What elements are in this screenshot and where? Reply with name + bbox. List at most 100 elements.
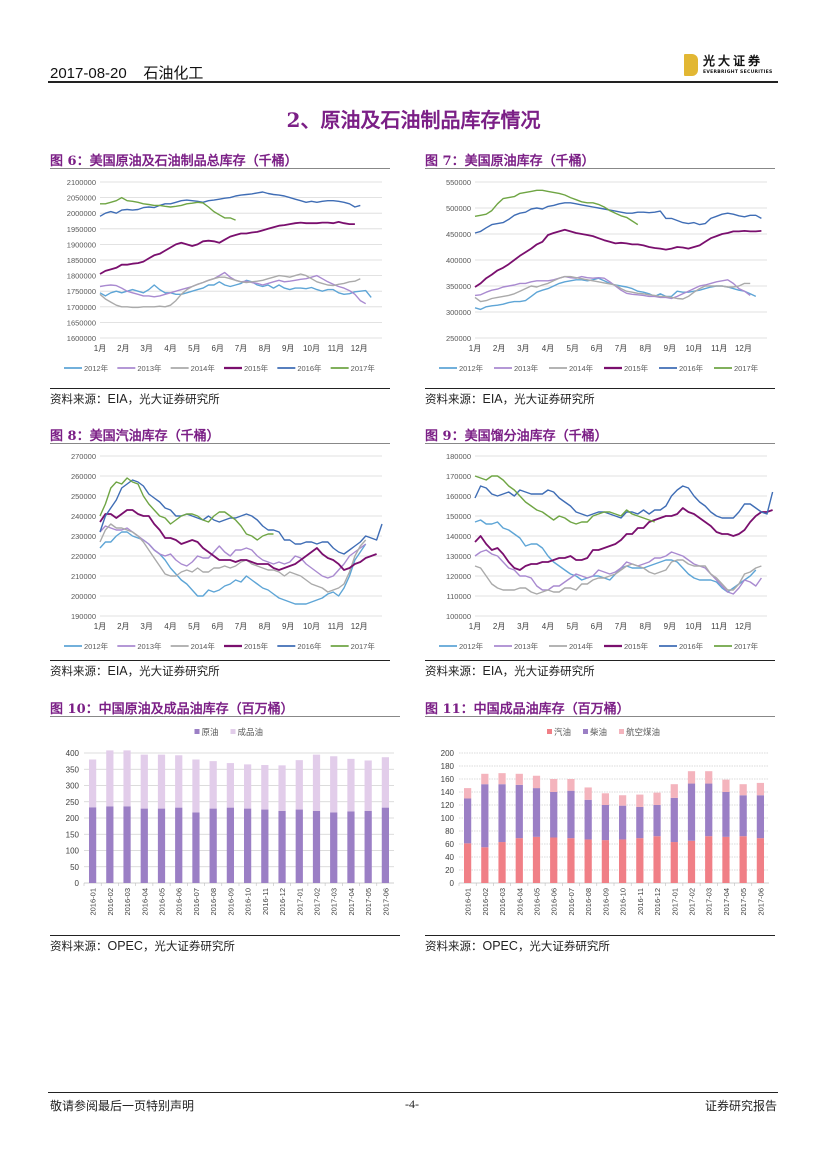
y-tick-label: 170000 bbox=[446, 472, 471, 481]
bar-原油 bbox=[175, 807, 183, 883]
x-tick-label: 2016-03 bbox=[123, 888, 132, 916]
y-tick-label: 450000 bbox=[446, 230, 471, 239]
x-tick-label: 2016-04 bbox=[515, 888, 524, 916]
page-number: -4- bbox=[405, 1097, 419, 1111]
x-tick-label: 2月 bbox=[493, 622, 505, 631]
y-tick-label: 100000 bbox=[446, 612, 471, 621]
bar-成品油 bbox=[312, 754, 321, 811]
bar-原油 bbox=[140, 808, 148, 883]
y-tick-label: 200000 bbox=[71, 592, 96, 601]
bar-原油 bbox=[330, 812, 338, 883]
y-tick-label: 250000 bbox=[446, 334, 471, 343]
fig9-source: 资料来源：EIA，光大证券研究所 bbox=[425, 663, 595, 679]
source-suffix: ，光大证券研究所 bbox=[502, 664, 595, 678]
bar-原油 bbox=[312, 810, 321, 883]
bar-汽油 bbox=[722, 836, 730, 883]
logo-en-text: EVERBRIGHT SECURITIES bbox=[703, 70, 773, 75]
x-tick-label: 5月 bbox=[566, 344, 578, 353]
x-tick-label: 11月 bbox=[328, 622, 344, 631]
bar-成品油 bbox=[88, 759, 97, 808]
bar-原油 bbox=[261, 809, 269, 883]
bar-航空煤油 bbox=[550, 779, 558, 792]
source-name: OPEC bbox=[107, 939, 143, 953]
y-tick-label: 2050000 bbox=[67, 194, 96, 203]
source-name: EIA bbox=[107, 664, 128, 678]
bar-柴油 bbox=[653, 805, 661, 837]
legend-label: 2014年 bbox=[569, 363, 594, 373]
fig10-title: 图 10：中国原油及成品油库存（百万桶） bbox=[50, 702, 294, 717]
bar-汽油 bbox=[601, 840, 610, 883]
source-name: OPEC bbox=[482, 939, 518, 953]
source-name: EIA bbox=[107, 392, 128, 406]
fig6-title-rule bbox=[50, 168, 390, 169]
source-suffix: ，光大证券研究所 bbox=[127, 392, 220, 406]
x-tick-label: 4月 bbox=[542, 622, 554, 631]
legend-label: 成品油 bbox=[238, 727, 264, 737]
y-tick-label: 180000 bbox=[446, 452, 471, 461]
bar-汽油 bbox=[705, 836, 713, 883]
y-tick-label: 100 bbox=[441, 814, 455, 823]
bar-航空煤油 bbox=[584, 787, 592, 800]
y-tick-label: 1850000 bbox=[67, 256, 96, 265]
x-tick-label: 2017-05 bbox=[739, 888, 748, 916]
series-line-2017 bbox=[99, 477, 274, 541]
bar-原油 bbox=[106, 806, 114, 883]
x-tick-label: 11月 bbox=[711, 622, 727, 631]
bar-汽油 bbox=[567, 838, 575, 883]
x-tick-label: 2017-05 bbox=[364, 888, 373, 916]
bar-原油 bbox=[88, 807, 97, 883]
x-tick-label: 4月 bbox=[164, 344, 176, 353]
x-tick-label: 2017-03 bbox=[330, 888, 339, 916]
fig10-source-rule bbox=[50, 935, 400, 936]
fig9-source-rule bbox=[425, 660, 775, 661]
y-tick-label: 190000 bbox=[71, 612, 96, 621]
x-tick-label: 2月 bbox=[117, 344, 129, 353]
y-tick-label: 2000000 bbox=[67, 209, 96, 218]
y-tick-label: 1900000 bbox=[67, 240, 96, 249]
legend-swatch bbox=[230, 729, 236, 734]
bar-原油 bbox=[243, 808, 252, 883]
fig9-chart: 100000 110000 120000 130000 140000 150000 1600… bbox=[439, 452, 774, 651]
x-tick-label: 2016-08 bbox=[209, 888, 218, 916]
fig6-chart: 1600000 1650000 1700000 1750000 1800000 18500… bbox=[64, 178, 382, 373]
legend-label: 汽油 bbox=[554, 727, 571, 737]
series-line-2015 bbox=[99, 221, 355, 275]
bar-柴油 bbox=[670, 797, 678, 843]
bar-汽油 bbox=[498, 842, 506, 883]
y-tick-label: 1800000 bbox=[67, 272, 96, 281]
y-tick-label: 250000 bbox=[71, 492, 96, 501]
bar-汽油 bbox=[756, 838, 765, 883]
legend-label: 2013年 bbox=[137, 363, 162, 373]
x-tick-label: 2017-03 bbox=[705, 888, 714, 916]
y-tick-label: 230000 bbox=[71, 532, 96, 541]
y-tick-label: 220000 bbox=[71, 552, 96, 561]
y-tick-label: 1950000 bbox=[67, 225, 96, 234]
bar-成品油 bbox=[192, 759, 200, 813]
x-tick-label: 3月 bbox=[140, 622, 152, 631]
legend-label: 2016年 bbox=[297, 363, 322, 373]
fig8-chart: 190000 200000 210000 220000 230000 240000 2500… bbox=[64, 452, 383, 651]
bar-成品油 bbox=[243, 764, 252, 809]
legend-label: 2017年 bbox=[734, 363, 759, 373]
bar-原油 bbox=[123, 806, 131, 883]
x-tick-label: 2016-04 bbox=[140, 888, 149, 916]
series-line-2014 bbox=[99, 273, 361, 309]
bar-航空煤油 bbox=[532, 775, 541, 789]
bar-柴油 bbox=[567, 790, 575, 839]
legend-label: 2012年 bbox=[459, 641, 484, 651]
source-suffix: ，光大证券研究所 bbox=[517, 939, 610, 953]
bar-航空煤油 bbox=[498, 773, 506, 785]
y-tick-label: 210000 bbox=[71, 572, 96, 581]
legend-swatch bbox=[583, 729, 588, 734]
legend-label: 2016年 bbox=[679, 641, 704, 651]
x-tick-label: 2016-03 bbox=[498, 888, 507, 916]
legend-label: 2015年 bbox=[244, 641, 269, 651]
bar-成品油 bbox=[295, 760, 303, 810]
y-tick-label: 1750000 bbox=[67, 287, 96, 296]
series-line-2013 bbox=[474, 549, 762, 595]
fig8-source-rule bbox=[50, 660, 390, 661]
section-title: 2、原油及石油制品库存情况 bbox=[286, 108, 541, 132]
bar-原油 bbox=[209, 808, 217, 883]
x-tick-label: 9月 bbox=[282, 622, 294, 631]
x-tick-label: 8月 bbox=[259, 344, 271, 353]
